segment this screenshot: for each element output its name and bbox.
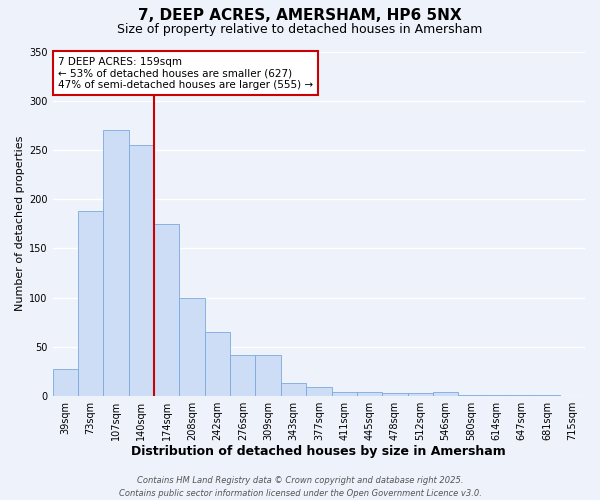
Bar	[129, 145, 154, 396]
Y-axis label: Number of detached properties: Number of detached properties	[15, 136, 25, 312]
Bar	[484, 395, 509, 396]
Bar	[458, 395, 484, 396]
Text: 7, DEEP ACRES, AMERSHAM, HP6 5NX: 7, DEEP ACRES, AMERSHAM, HP6 5NX	[138, 8, 462, 22]
Bar	[230, 354, 256, 396]
Bar	[407, 393, 433, 396]
Bar	[205, 332, 230, 396]
Bar	[306, 387, 332, 396]
Bar	[509, 395, 535, 396]
Bar	[256, 354, 281, 396]
Text: Size of property relative to detached houses in Amersham: Size of property relative to detached ho…	[118, 22, 482, 36]
X-axis label: Distribution of detached houses by size in Amersham: Distribution of detached houses by size …	[131, 444, 506, 458]
Bar	[154, 224, 179, 396]
Bar	[433, 392, 458, 396]
Bar	[103, 130, 129, 396]
Bar	[332, 392, 357, 396]
Bar	[179, 298, 205, 396]
Bar	[357, 392, 382, 396]
Bar	[53, 368, 78, 396]
Text: Contains HM Land Registry data © Crown copyright and database right 2025.
Contai: Contains HM Land Registry data © Crown c…	[119, 476, 481, 498]
Text: 7 DEEP ACRES: 159sqm
← 53% of detached houses are smaller (627)
47% of semi-deta: 7 DEEP ACRES: 159sqm ← 53% of detached h…	[58, 56, 313, 90]
Bar	[281, 384, 306, 396]
Bar	[382, 393, 407, 396]
Bar	[535, 395, 560, 396]
Bar	[78, 211, 103, 396]
